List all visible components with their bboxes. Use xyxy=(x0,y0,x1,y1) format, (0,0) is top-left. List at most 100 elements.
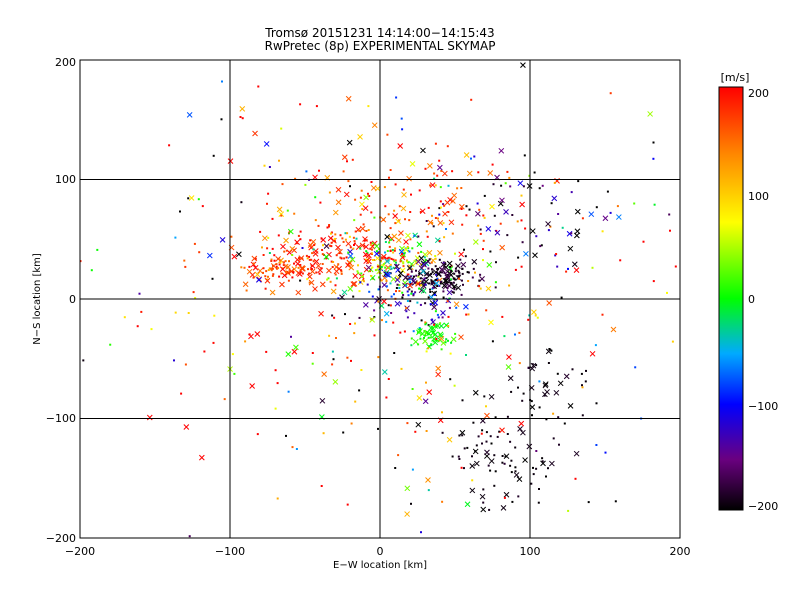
data-point-dot xyxy=(548,348,551,350)
data-point-cross xyxy=(236,251,242,258)
data-point-dot xyxy=(364,254,367,257)
data-point-cross xyxy=(183,424,190,430)
data-point-dot xyxy=(475,444,478,447)
data-point-dot xyxy=(449,265,452,268)
data-point-dot xyxy=(453,384,456,387)
data-point-dot xyxy=(482,501,485,504)
data-point-cross xyxy=(517,425,523,432)
data-point-dot xyxy=(389,227,392,230)
data-point-cross xyxy=(391,233,398,240)
data-point-dot xyxy=(389,304,392,307)
data-point-cross xyxy=(380,216,387,223)
data-point-dot xyxy=(370,211,373,214)
data-point-dot xyxy=(539,245,542,248)
data-point-cross xyxy=(545,221,551,227)
data-point-cross xyxy=(440,310,446,316)
data-point-dot xyxy=(409,281,411,283)
data-point-cross xyxy=(286,249,293,256)
data-point-dot xyxy=(403,330,406,333)
data-point-dot xyxy=(266,247,269,250)
data-point-dot xyxy=(392,321,395,324)
data-point-dot xyxy=(420,284,423,287)
x-tick-label: −200 xyxy=(65,545,95,558)
data-point-dot xyxy=(109,343,112,346)
data-point-dot xyxy=(415,283,418,286)
data-point-dot xyxy=(233,372,236,375)
data-point-dot xyxy=(415,274,418,277)
data-point-cross xyxy=(249,383,256,389)
data-point-dot xyxy=(378,276,380,279)
data-point-cross xyxy=(567,245,574,252)
data-point-dot xyxy=(485,405,487,408)
data-point-cross xyxy=(480,506,487,513)
data-point-cross xyxy=(458,334,464,341)
data-point-dot xyxy=(348,235,351,238)
data-point-dot xyxy=(459,258,462,261)
y-axis-label: N−S location [km] xyxy=(32,253,43,345)
chart-subtitle: RwPretec (8p) EXPERIMENTAL SKYMAP xyxy=(265,39,496,53)
data-point-dot xyxy=(552,437,555,440)
data-point-dot xyxy=(462,283,464,286)
data-point-dot xyxy=(402,255,405,258)
data-point-dot xyxy=(435,339,438,342)
data-point-dot xyxy=(274,369,277,372)
data-point-dot xyxy=(457,455,460,458)
data-point-dot xyxy=(344,238,347,241)
data-point-cross xyxy=(420,287,427,294)
data-point-dot xyxy=(431,282,434,285)
data-point-dot xyxy=(634,366,637,369)
data-point-dot xyxy=(538,380,541,383)
data-point-dot xyxy=(410,270,413,273)
data-point-dot xyxy=(449,378,452,381)
data-point-cross xyxy=(365,252,372,259)
data-point-dot xyxy=(550,202,553,205)
data-point-dot xyxy=(541,184,544,187)
data-point-dot xyxy=(298,258,301,261)
data-point-dot xyxy=(493,454,496,457)
data-point-cross xyxy=(285,351,292,358)
data-points xyxy=(80,62,677,538)
data-point-cross xyxy=(406,175,412,182)
data-point-cross xyxy=(566,230,573,237)
data-point-dot xyxy=(245,289,248,292)
data-point-dot xyxy=(292,271,295,274)
data-point-cross xyxy=(437,164,443,171)
data-point-dot xyxy=(342,240,345,243)
data-point-dot xyxy=(331,266,334,268)
data-point-cross xyxy=(489,203,495,210)
data-point-cross xyxy=(263,141,270,147)
data-point-dot xyxy=(580,372,583,375)
data-point-cross xyxy=(392,213,399,219)
data-point-cross xyxy=(531,309,537,315)
data-point-dot xyxy=(312,260,315,263)
data-point-dot xyxy=(465,354,467,356)
data-point-dot xyxy=(213,314,216,317)
data-point-dot xyxy=(522,185,525,188)
data-point-cross xyxy=(404,485,411,492)
data-point-dot xyxy=(387,259,390,262)
data-point-dot xyxy=(306,278,309,281)
data-point-dot xyxy=(360,189,363,192)
data-point-cross xyxy=(362,302,369,308)
data-point-cross xyxy=(431,290,438,297)
data-point-dot xyxy=(368,257,371,260)
data-point-dot xyxy=(471,276,474,279)
data-point-dot xyxy=(403,252,406,255)
data-point-dot xyxy=(402,294,405,296)
data-point-dot xyxy=(463,447,466,450)
data-point-dot xyxy=(123,316,126,319)
data-point-cross xyxy=(494,229,501,236)
data-point-cross xyxy=(529,404,536,410)
data-point-cross xyxy=(321,371,327,377)
data-point-dot xyxy=(293,212,296,215)
data-point-dot xyxy=(387,267,390,270)
data-point-dot xyxy=(371,295,374,298)
data-point-cross xyxy=(270,263,277,269)
data-point-cross xyxy=(438,323,445,329)
data-point-dot xyxy=(430,261,433,264)
data-point-dot xyxy=(482,488,485,491)
data-point-cross xyxy=(523,250,529,257)
data-point-dot xyxy=(409,238,412,241)
data-point-dot xyxy=(390,238,393,241)
data-point-dot xyxy=(540,244,543,247)
